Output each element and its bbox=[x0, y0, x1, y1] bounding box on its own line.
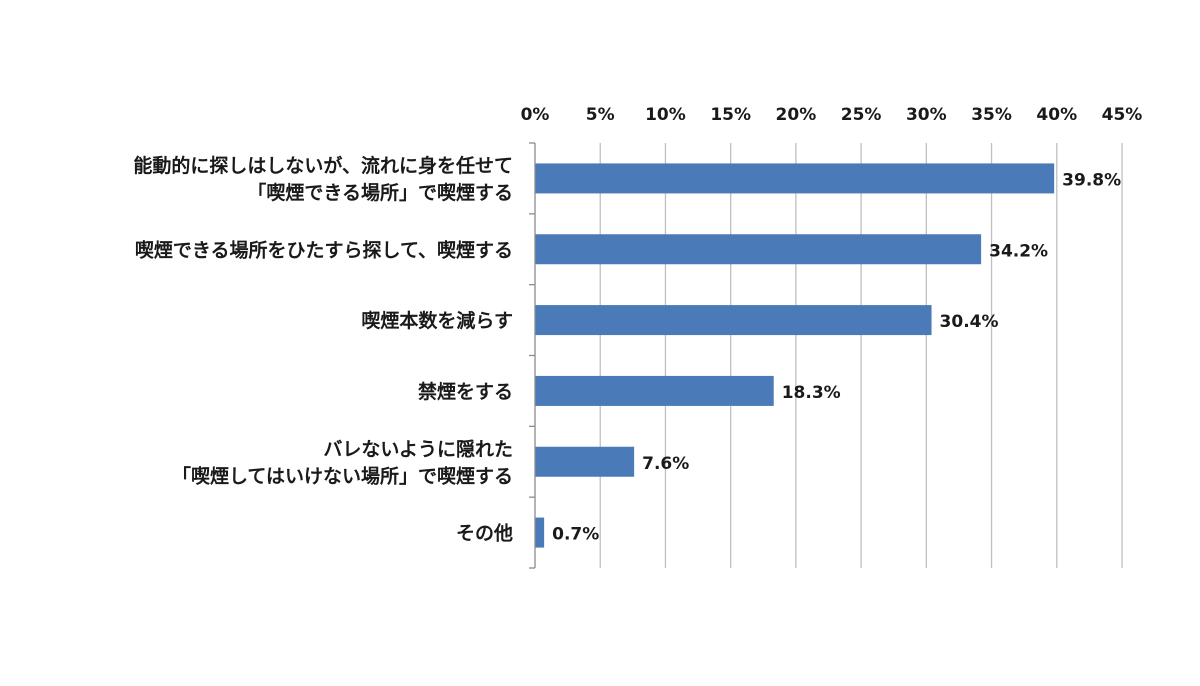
category-label: 「喫煙できる場所」で喫煙する bbox=[247, 181, 513, 204]
x-axis-tick-labels: 0% 5% 10% 15% 20% 25% 30% 35% 40% 45% bbox=[521, 105, 1143, 125]
value-label: 7.6% bbox=[642, 454, 689, 474]
value-label: 39.8% bbox=[1062, 170, 1121, 190]
x-tick-label: 0% bbox=[521, 105, 550, 125]
bar bbox=[535, 446, 635, 477]
category-label: その他 bbox=[456, 522, 513, 545]
gridlines bbox=[599, 143, 1123, 568]
x-tick-label: 45% bbox=[1102, 105, 1143, 125]
x-tick-label: 25% bbox=[841, 105, 882, 125]
category-label: 「喫煙してはいけない場所」で喫煙する bbox=[172, 464, 513, 487]
value-labels: 39.8% 34.2% 30.4% 18.3% 7.6% 0.7% bbox=[552, 170, 1121, 544]
bar bbox=[535, 163, 1055, 194]
value-label: 34.2% bbox=[989, 241, 1048, 261]
x-tick-label: 40% bbox=[1036, 105, 1077, 125]
value-label: 18.3% bbox=[782, 383, 841, 403]
category-label: 能動的に探しはしないが、流れに身を任せて bbox=[133, 154, 513, 177]
category-axis bbox=[529, 142, 536, 569]
bar bbox=[535, 517, 545, 548]
category-label: 喫煙できる場所をひたすら探して、喫煙する bbox=[135, 238, 513, 261]
x-tick-label: 15% bbox=[710, 105, 751, 125]
x-tick-label: 5% bbox=[586, 105, 615, 125]
bar bbox=[535, 375, 774, 406]
x-tick-label: 20% bbox=[776, 105, 817, 125]
bar bbox=[535, 234, 982, 265]
category-label: 禁煙をする bbox=[418, 380, 513, 403]
value-label: 30.4% bbox=[940, 312, 999, 332]
x-tick-label: 10% bbox=[645, 105, 686, 125]
x-tick-label: 35% bbox=[971, 105, 1012, 125]
category-label: バレないように隠れた bbox=[323, 438, 513, 460]
x-tick-label: 30% bbox=[906, 105, 947, 125]
category-labels: 能動的に探しはしないが、流れに身を任せて「喫煙できる場所」で喫煙する喫煙できる場… bbox=[133, 154, 513, 545]
bar bbox=[535, 305, 932, 336]
bars bbox=[535, 163, 1055, 548]
category-label: 喫煙本数を減らす bbox=[361, 309, 513, 332]
value-label: 0.7% bbox=[552, 525, 599, 545]
